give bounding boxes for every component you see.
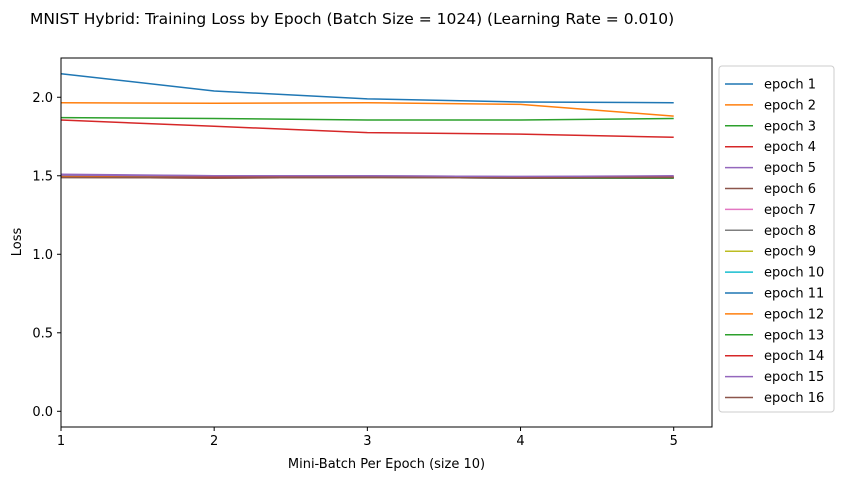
legend-label-10: epoch 10	[764, 266, 824, 281]
legend-label-2: epoch 2	[764, 98, 816, 113]
series-line-15	[60, 174, 674, 178]
y-axis-label: Loss	[10, 228, 25, 257]
plot-area-frame	[60, 57, 713, 428]
x-tick-label: 1	[57, 434, 65, 449]
y-tick-label: 1.0	[32, 248, 53, 263]
legend-label-6: epoch 6	[764, 182, 816, 197]
legend-label-12: epoch 12	[764, 307, 824, 322]
legend-label-13: epoch 13	[764, 328, 824, 343]
y-tick-label: 2.0	[32, 91, 53, 106]
x-axis-ticks: 1 2 3 4 5	[57, 427, 678, 449]
legend-label-3: epoch 3	[764, 119, 816, 134]
series-lines	[60, 72, 674, 179]
series-line-2	[60, 102, 674, 117]
legend-label-15: epoch 15	[764, 370, 824, 385]
x-tick-label: 2	[210, 434, 218, 449]
legend-label-11: epoch 11	[764, 287, 824, 302]
x-tick-label: 4	[516, 434, 524, 449]
y-axis-ticks: 0.0 0.5 1.0 1.5 2.0	[32, 91, 61, 420]
legend-label-9: epoch 9	[764, 245, 816, 260]
legend-label-5: epoch 5	[764, 161, 816, 176]
x-tick-label: 5	[670, 434, 678, 449]
legend: epoch 1 epoch 2 epoch 3 epoch 4 epoch 5 epoch…	[718, 65, 835, 413]
x-tick-label: 3	[363, 434, 371, 449]
y-tick-label: 0.5	[32, 326, 53, 341]
legend-frame	[718, 65, 835, 413]
x-axis-label: Mini-Batch Per Epoch (size 10)	[288, 457, 485, 472]
series-line-1	[60, 72, 674, 104]
legend-label-14: epoch 14	[764, 349, 824, 364]
legend-label-1: epoch 1	[764, 78, 816, 93]
y-tick-label: 1.5	[32, 169, 53, 184]
y-tick-label: 0.0	[32, 405, 53, 420]
series-line-3	[60, 116, 674, 121]
legend-label-4: epoch 4	[764, 140, 816, 155]
legend-label-7: epoch 7	[764, 203, 816, 218]
chart-title: MNIST Hybrid: Training Loss by Epoch (Ba…	[30, 10, 674, 28]
legend-label-16: epoch 16	[764, 391, 824, 406]
series-line-4	[60, 119, 674, 139]
legend-label-8: epoch 8	[764, 224, 816, 239]
series-line-16	[60, 176, 674, 179]
